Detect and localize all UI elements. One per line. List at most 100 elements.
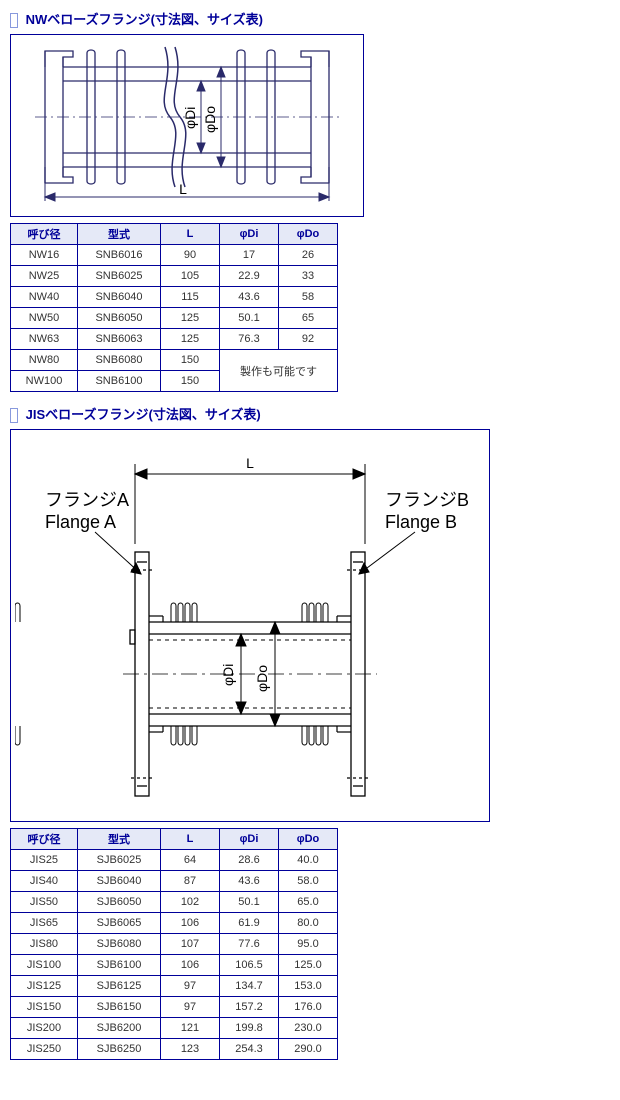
table-cell: JIS50 xyxy=(11,892,78,913)
table-row: JIS50SJB605010250.165.0 xyxy=(11,892,338,913)
table-cell: 50.1 xyxy=(220,892,279,913)
table-cell: SJB6025 xyxy=(78,850,161,871)
table-cell: 150 xyxy=(161,350,220,371)
table-cell: 28.6 xyxy=(220,850,279,871)
bullet-icon xyxy=(10,13,18,28)
flangeA-en: Flange A xyxy=(45,512,116,532)
table-cell: 26 xyxy=(279,245,338,266)
section2-table: 呼び径型式LφDiφDo JIS25SJB60256428.640.0JIS40… xyxy=(10,828,338,1060)
dim-L-1: L xyxy=(179,181,187,197)
section1-table: 呼び径型式LφDiφDo NW16SNB6016901726NW25SNB602… xyxy=(10,223,338,392)
table-cell: 176.0 xyxy=(279,997,338,1018)
table-cell: 125 xyxy=(161,329,220,350)
table-cell: 106.5 xyxy=(220,955,279,976)
table-row: JIS150SJB615097157.2176.0 xyxy=(11,997,338,1018)
table-cell: JIS25 xyxy=(11,850,78,871)
table-cell: 17 xyxy=(220,245,279,266)
table-cell: 95.0 xyxy=(279,934,338,955)
table-cell: 65.0 xyxy=(279,892,338,913)
table-cell: 64 xyxy=(161,850,220,871)
col-header: 型式 xyxy=(78,224,161,245)
table-row: JIS40SJB60408743.658.0 xyxy=(11,871,338,892)
table-cell: 92 xyxy=(279,329,338,350)
col-header: L xyxy=(161,224,220,245)
note-cell: 製作も可能です xyxy=(220,350,338,392)
table-cell: JIS125 xyxy=(11,976,78,997)
flangeB-en: Flange B xyxy=(385,512,457,532)
table-cell: 97 xyxy=(161,997,220,1018)
table-cell: SNB6080 xyxy=(78,350,161,371)
table-cell: 254.3 xyxy=(220,1039,279,1060)
section1-diagram: φDi φDo L xyxy=(10,34,364,217)
table-cell: JIS65 xyxy=(11,913,78,934)
table-cell: 43.6 xyxy=(220,287,279,308)
table-cell: NW100 xyxy=(11,371,78,392)
table-row: NW63SNB606312576.392 xyxy=(11,329,338,350)
table-cell: SJB6125 xyxy=(78,976,161,997)
table-row: JIS65SJB606510661.980.0 xyxy=(11,913,338,934)
table-cell: SNB6025 xyxy=(78,266,161,287)
table-cell: 76.3 xyxy=(220,329,279,350)
table-cell: 105 xyxy=(161,266,220,287)
table-cell: 121 xyxy=(161,1018,220,1039)
table-cell: 125 xyxy=(161,308,220,329)
table-row: NW16SNB6016901726 xyxy=(11,245,338,266)
col-header: 呼び径 xyxy=(11,224,78,245)
section2-diagram: L フランジA Flange A フランジB Flange B xyxy=(10,429,490,822)
table-cell: 125.0 xyxy=(279,955,338,976)
table-cell: 58.0 xyxy=(279,871,338,892)
table-cell: 40.0 xyxy=(279,850,338,871)
col-header: 型式 xyxy=(78,829,161,850)
section2-title: JISベローズフランジ(寸法図、サイズ表) xyxy=(10,404,610,423)
section1-title: NWベローズフランジ(寸法図、サイズ表) xyxy=(10,9,610,28)
col-header: φDo xyxy=(279,224,338,245)
table-row: JIS250SJB6250123254.3290.0 xyxy=(11,1039,338,1060)
table-cell: SJB6250 xyxy=(78,1039,161,1060)
table-cell: SJB6050 xyxy=(78,892,161,913)
table-row: NW50SNB605012550.165 xyxy=(11,308,338,329)
table-row: JIS200SJB6200121199.8230.0 xyxy=(11,1018,338,1039)
col-header: L xyxy=(161,829,220,850)
table-row: NW80SNB6080150製作も可能です xyxy=(11,350,338,371)
table-cell: 157.2 xyxy=(220,997,279,1018)
table-cell: 33 xyxy=(279,266,338,287)
table-cell: 115 xyxy=(161,287,220,308)
table-cell: 65 xyxy=(279,308,338,329)
table-cell: NW80 xyxy=(11,350,78,371)
section2-title-text: JISベローズフランジ(寸法図、サイズ表) xyxy=(26,407,261,422)
table-cell: SNB6063 xyxy=(78,329,161,350)
col-header: φDi xyxy=(220,224,279,245)
table-cell: NW63 xyxy=(11,329,78,350)
table-cell: 61.9 xyxy=(220,913,279,934)
table-row: JIS25SJB60256428.640.0 xyxy=(11,850,338,871)
table-cell: SJB6040 xyxy=(78,871,161,892)
table-cell: SNB6016 xyxy=(78,245,161,266)
table-cell: SJB6080 xyxy=(78,934,161,955)
table-cell: JIS100 xyxy=(11,955,78,976)
table-cell: 106 xyxy=(161,913,220,934)
table-cell: SJB6100 xyxy=(78,955,161,976)
flangeA-jp: フランジA xyxy=(45,490,129,510)
col-header: φDo xyxy=(279,829,338,850)
table-cell: 50.1 xyxy=(220,308,279,329)
table-cell: 80.0 xyxy=(279,913,338,934)
table-cell: 22.9 xyxy=(220,266,279,287)
table-cell: SJB6065 xyxy=(78,913,161,934)
table-row: JIS80SJB608010777.695.0 xyxy=(11,934,338,955)
section1-title-text: NWベローズフランジ(寸法図、サイズ表) xyxy=(26,12,263,27)
table-cell: 230.0 xyxy=(279,1018,338,1039)
table-cell: JIS250 xyxy=(11,1039,78,1060)
bullet-icon xyxy=(10,408,18,423)
table-cell: NW40 xyxy=(11,287,78,308)
table-cell: 43.6 xyxy=(220,871,279,892)
col-header: 呼び径 xyxy=(11,829,78,850)
table-cell: NW25 xyxy=(11,266,78,287)
dim-phiDi-2: φDi xyxy=(220,664,236,686)
table-cell: 153.0 xyxy=(279,976,338,997)
table-cell: SJB6200 xyxy=(78,1018,161,1039)
table-cell: 87 xyxy=(161,871,220,892)
table-row: JIS125SJB612597134.7153.0 xyxy=(11,976,338,997)
table-cell: 199.8 xyxy=(220,1018,279,1039)
dim-phiDo-1: φDo xyxy=(202,106,218,133)
dim-phiDi-1: φDi xyxy=(182,107,198,129)
